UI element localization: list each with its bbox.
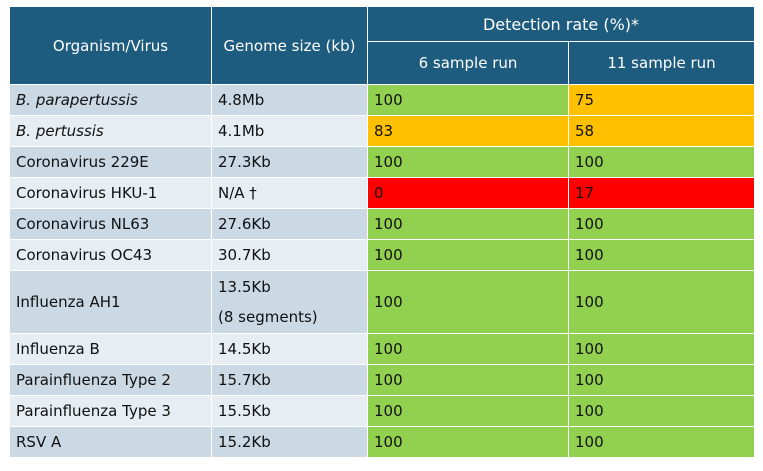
table-row: Influenza B 14.5Kb 100 100 <box>9 333 755 365</box>
rate-11-cell: 100 <box>568 146 755 178</box>
rate-11-cell: 100 <box>568 208 755 240</box>
organism-cell: Coronavirus 229E <box>9 146 212 178</box>
genome-size-cell: 15.5Kb <box>211 395 368 427</box>
rate-6-cell: 100 <box>367 395 569 427</box>
genome-size-cell: 4.1Mb <box>211 115 368 147</box>
header-genome-size: Genome size (kb) <box>211 6 368 85</box>
table-row: Parainfluenza Type 3 15.5Kb 100 100 <box>9 395 755 427</box>
header-organism: Organism/Virus <box>9 6 212 85</box>
rate-11-cell: 100 <box>568 239 755 271</box>
rate-6-cell: 100 <box>367 146 569 178</box>
rate-11-cell: 100 <box>568 270 755 334</box>
genome-size-cell: 4.8Mb <box>211 84 368 116</box>
organism-cell: Coronavirus HKU-1 <box>9 177 212 209</box>
rate-6-cell: 83 <box>367 115 569 147</box>
organism-cell: Parainfluenza Type 3 <box>9 395 212 427</box>
table-row: RSV A 15.2Kb 100 100 <box>9 426 755 458</box>
rate-11-cell: 100 <box>568 426 755 458</box>
table-row: Coronavirus NL63 27.6Kb 100 100 <box>9 208 755 240</box>
rate-6-cell: 100 <box>367 239 569 271</box>
genome-size-line-2: (8 segments) <box>218 308 318 326</box>
rate-11-cell: 100 <box>568 395 755 427</box>
rate-6-cell: 100 <box>367 333 569 365</box>
genome-size-line-1: 13.5Kb <box>218 278 271 296</box>
table-row: Parainfluenza Type 2 15.7Kb 100 100 <box>9 364 755 396</box>
genome-size-cell: 27.3Kb <box>211 146 368 178</box>
organism-cell: Influenza AH1 <box>9 270 212 334</box>
organism-cell: Coronavirus OC43 <box>9 239 212 271</box>
genome-size-cell: 13.5Kb (8 segments) <box>211 270 368 334</box>
rate-11-cell: 100 <box>568 333 755 365</box>
rate-11-cell: 17 <box>568 177 755 209</box>
organism-cell: Coronavirus NL63 <box>9 208 212 240</box>
genome-size-cell: 14.5Kb <box>211 333 368 365</box>
rate-6-cell: 100 <box>367 208 569 240</box>
organism-cell: Influenza B <box>9 333 212 365</box>
table-row: Coronavirus 229E 27.3Kb 100 100 <box>9 146 755 178</box>
rate-6-cell: 100 <box>367 84 569 116</box>
table-row: B. pertussis 4.1Mb 83 58 <box>9 115 755 147</box>
header-detection-rate: Detection rate (%)* <box>367 6 755 42</box>
organism-cell: Parainfluenza Type 2 <box>9 364 212 396</box>
genome-size-cell: 15.7Kb <box>211 364 368 396</box>
rate-11-cell: 100 <box>568 364 755 396</box>
table-row: Coronavirus HKU-1 N/A † 0 17 <box>9 177 755 209</box>
rate-6-cell: 100 <box>367 270 569 334</box>
organism-cell: RSV A <box>9 426 212 458</box>
header-6-sample-run: 6 sample run <box>367 41 569 85</box>
detection-rate-table: Organism/Virus Genome size (kb) Detectio… <box>9 6 755 458</box>
rate-6-cell: 100 <box>367 364 569 396</box>
table-row: Influenza AH1 13.5Kb (8 segments) 100 10… <box>9 270 755 334</box>
header-11-sample-run: 11 sample run <box>568 41 755 85</box>
table-row: B. parapertussis 4.8Mb 100 75 <box>9 84 755 116</box>
genome-size-cell: 15.2Kb <box>211 426 368 458</box>
organism-cell: B. pertussis <box>9 115 212 147</box>
rate-11-cell: 75 <box>568 84 755 116</box>
genome-size-cell: N/A † <box>211 177 368 209</box>
genome-size-cell: 30.7Kb <box>211 239 368 271</box>
rate-6-cell: 0 <box>367 177 569 209</box>
genome-size-cell: 27.6Kb <box>211 208 368 240</box>
organism-cell: B. parapertussis <box>9 84 212 116</box>
table-row: Coronavirus OC43 30.7Kb 100 100 <box>9 239 755 271</box>
rate-6-cell: 100 <box>367 426 569 458</box>
rate-11-cell: 58 <box>568 115 755 147</box>
